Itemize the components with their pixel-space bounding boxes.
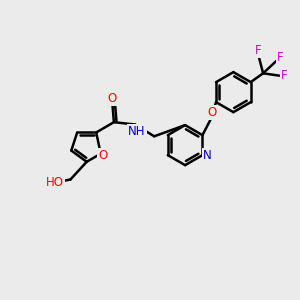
Text: F: F — [277, 51, 284, 64]
Text: NH: NH — [128, 124, 146, 137]
Text: O: O — [208, 106, 217, 119]
Text: O: O — [98, 149, 107, 162]
Text: F: F — [255, 44, 262, 57]
Text: N: N — [203, 149, 212, 162]
Text: HO: HO — [46, 176, 64, 190]
Text: F: F — [281, 69, 287, 82]
Text: O: O — [108, 92, 117, 105]
